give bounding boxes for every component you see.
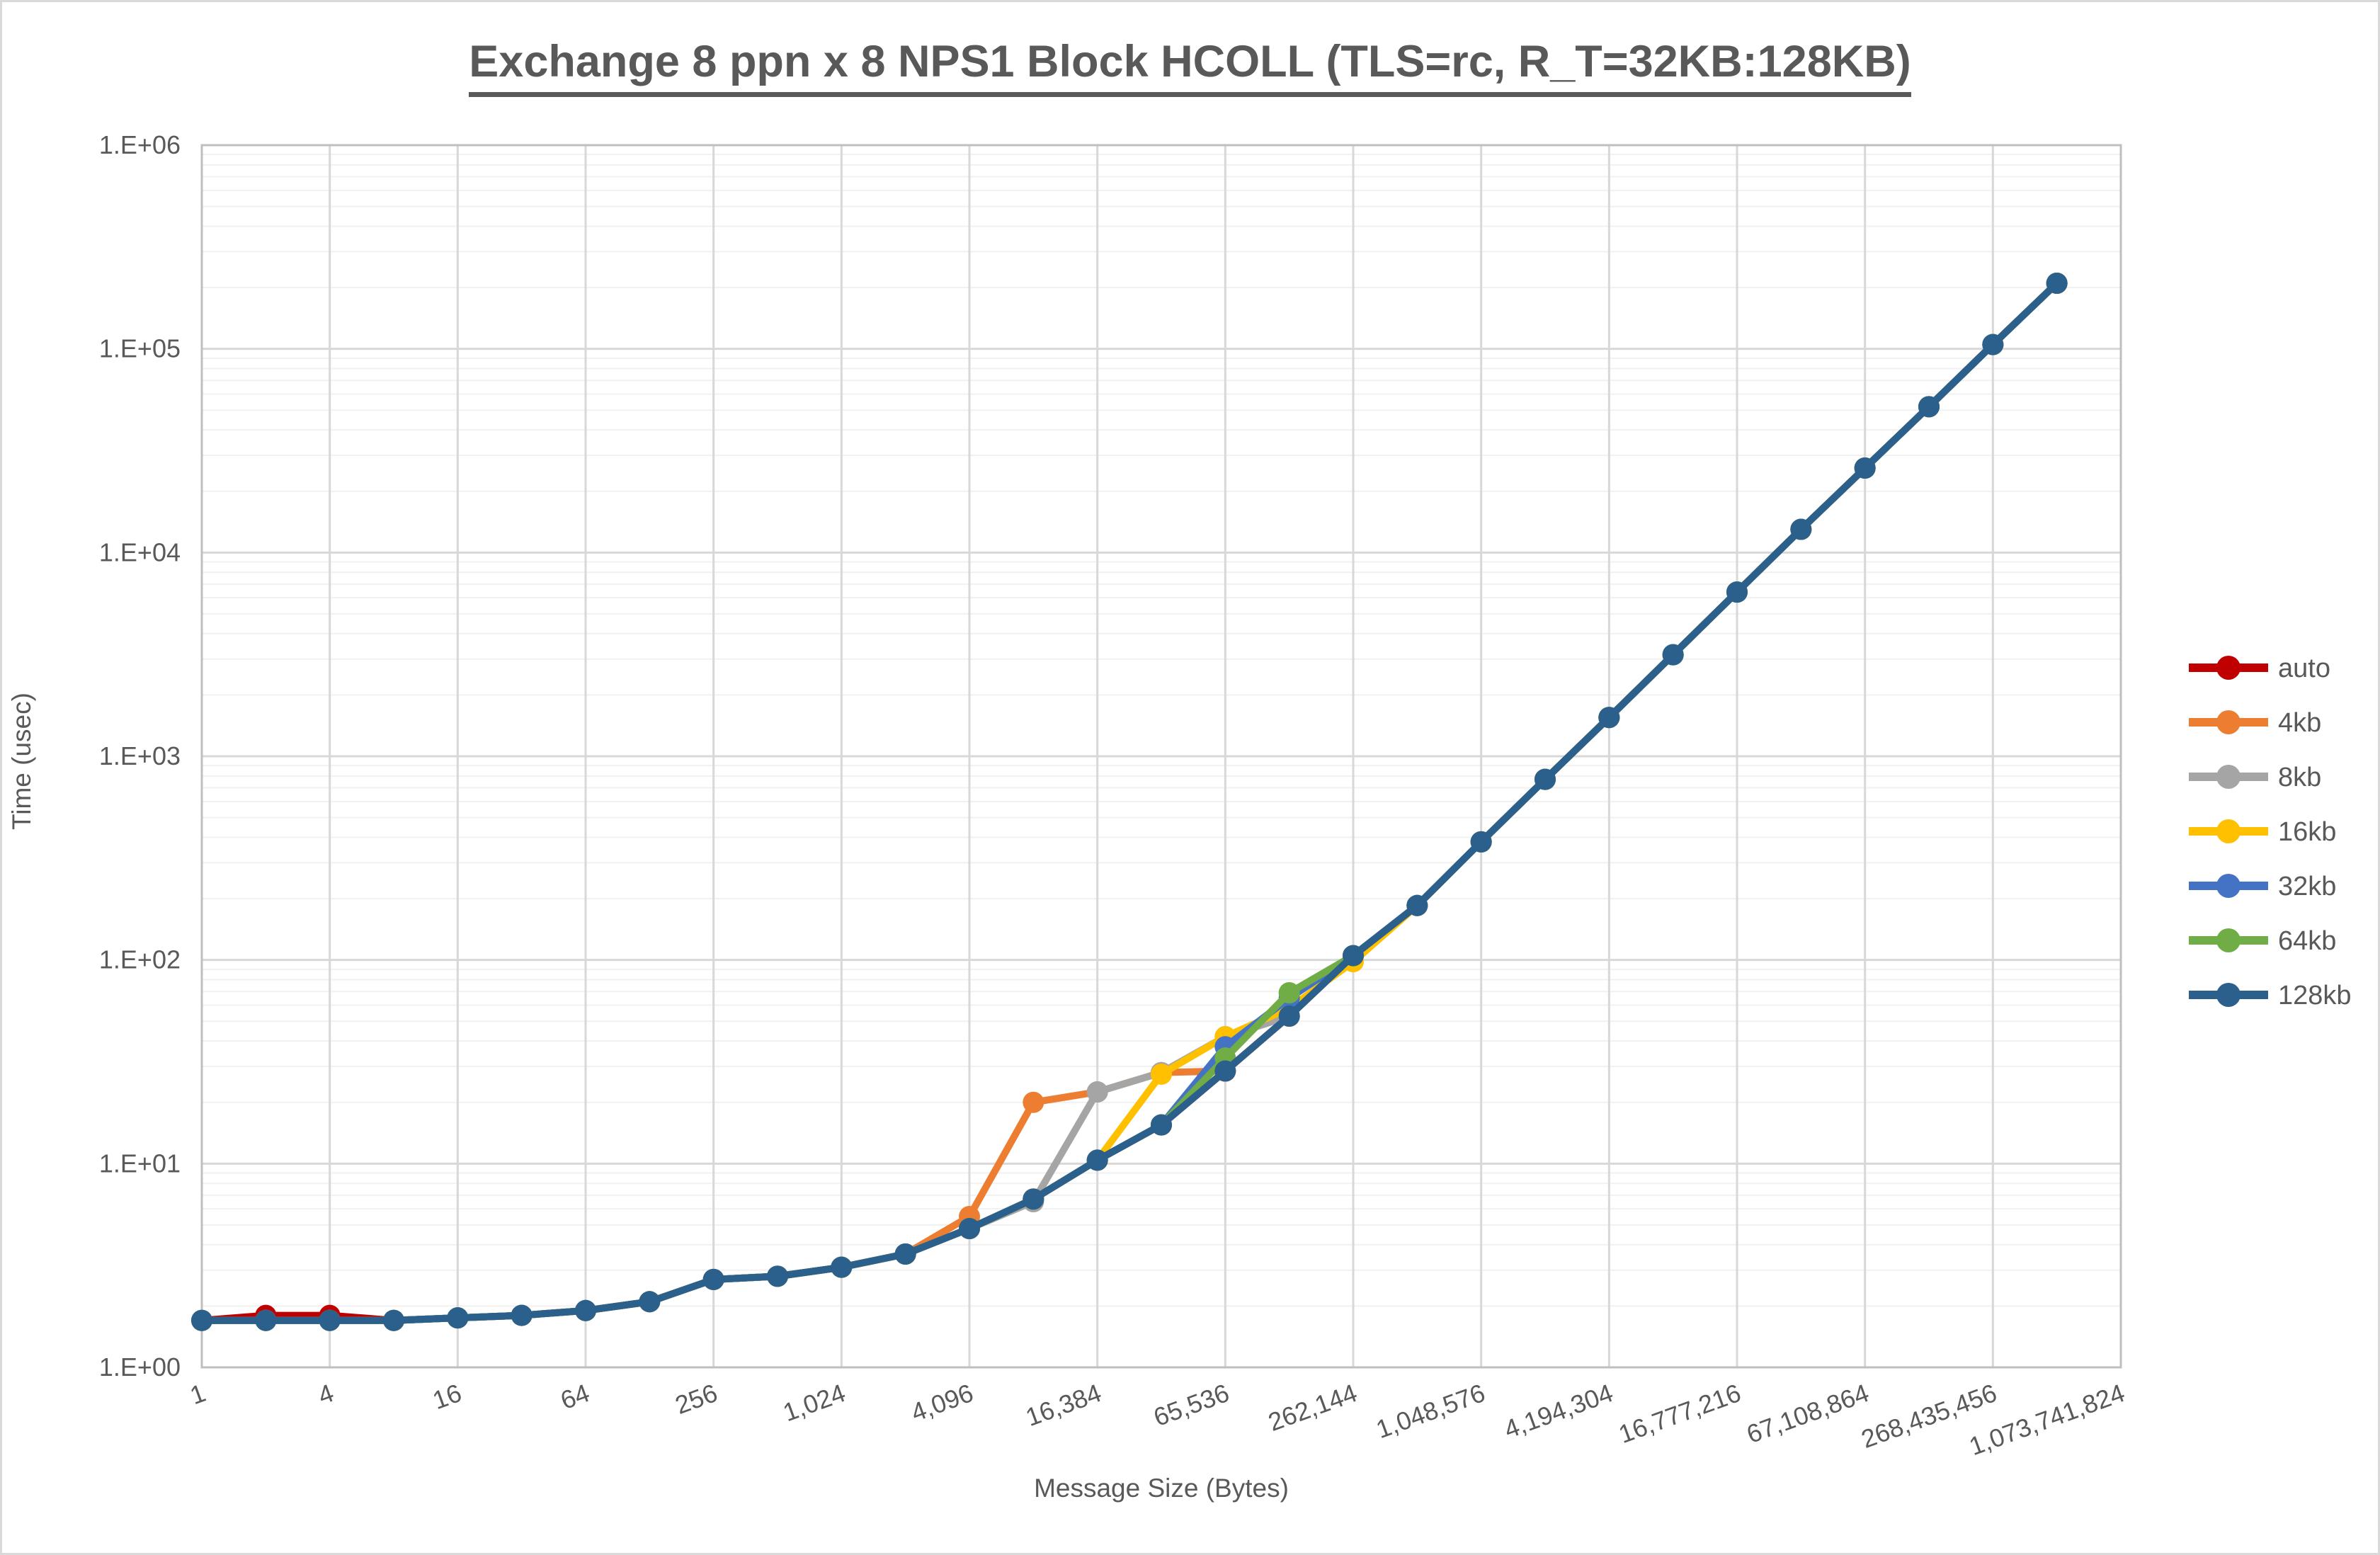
- legend-item-4kb: 4kb: [2189, 708, 2321, 738]
- series-marker-128kb: [1662, 644, 1684, 666]
- x-tick-label: 16,777,216: [1615, 1378, 1744, 1449]
- legend-item-16kb: 16kb: [2189, 817, 2336, 847]
- series-marker-128kb: [1214, 1060, 1236, 1082]
- x-tick-label: 16: [428, 1378, 465, 1415]
- legend-label: 128kb: [2278, 981, 2352, 1010]
- x-tick-label: 64: [557, 1378, 593, 1415]
- legend-item-auto: auto: [2189, 654, 2330, 683]
- series-marker-128kb: [575, 1299, 596, 1321]
- series-marker-16kb: [1151, 1063, 1172, 1085]
- legend-item-128kb: 128kb: [2189, 981, 2352, 1010]
- series-marker-128kb: [1406, 894, 1428, 916]
- x-tick-label: 4,194,304: [1501, 1378, 1617, 1444]
- series-marker-128kb: [1918, 396, 1940, 418]
- plot-border: [200, 144, 2122, 1369]
- series-marker-128kb: [959, 1218, 980, 1240]
- series-marker-128kb: [319, 1309, 341, 1331]
- series-marker-128kb: [1470, 831, 1492, 853]
- y-tick-label: 1.E+03: [99, 741, 181, 770]
- series-marker-128kb: [1023, 1188, 1044, 1210]
- legend-item-32kb: 32kb: [2189, 872, 2336, 901]
- legend-swatch-marker: [2216, 656, 2240, 680]
- legend-label: 8kb: [2278, 763, 2321, 792]
- legend-label: 16kb: [2278, 817, 2336, 847]
- series-marker-128kb: [1854, 457, 1876, 479]
- series-marker-128kb: [255, 1309, 277, 1331]
- series-line-128kb: [198, 279, 2061, 1324]
- legend-item-64kb: 64kb: [2189, 926, 2336, 956]
- series-marker-128kb: [1278, 1005, 1300, 1027]
- series-marker-128kb: [1151, 1114, 1172, 1136]
- legend-swatch-marker: [2216, 928, 2240, 952]
- series-marker-128kb: [1982, 334, 2004, 355]
- x-tick-label: 65,536: [1150, 1378, 1233, 1432]
- series-marker-128kb: [383, 1309, 404, 1331]
- legend-item-8kb: 8kb: [2189, 763, 2321, 792]
- y-tick-label: 1.E+04: [99, 537, 181, 566]
- y-tick-label: 1.E+00: [99, 1352, 181, 1382]
- series-marker-128kb: [1535, 768, 1556, 790]
- x-tick-label: 4: [314, 1378, 338, 1410]
- y-tick-label: 1.E+01: [99, 1149, 181, 1178]
- series-marker-128kb: [1598, 707, 1620, 729]
- series-marker-128kb: [511, 1304, 533, 1326]
- series-marker-128kb: [191, 1309, 212, 1331]
- legend-swatch-marker: [2216, 819, 2240, 843]
- series-marker-128kb: [894, 1243, 916, 1265]
- legend-label: 32kb: [2278, 872, 2336, 901]
- chart-title: Exchange 8 ppn x 8 NPS1 Block HCOLL (TLS…: [2, 36, 2378, 97]
- series-marker-128kb: [2046, 272, 2068, 294]
- x-tick-label: 262,144: [1264, 1378, 1360, 1437]
- series-marker-128kb: [767, 1265, 788, 1287]
- legend-label: auto: [2278, 654, 2330, 683]
- series-marker-8kb: [1086, 1081, 1108, 1103]
- y-tick-label: 1.E+02: [99, 945, 181, 974]
- series-marker-128kb: [1790, 518, 1812, 540]
- x-tick-label: 1,024: [779, 1378, 849, 1427]
- series-marker-64kb: [1278, 982, 1300, 1004]
- x-tick-label: 16,384: [1022, 1378, 1105, 1432]
- series-marker-4kb: [1023, 1091, 1044, 1113]
- series-marker-128kb: [639, 1291, 661, 1313]
- x-tick-label: 1,048,576: [1372, 1378, 1489, 1444]
- x-axis-title: Message Size (Bytes): [1034, 1474, 1289, 1503]
- legend-swatch-marker: [2216, 710, 2240, 734]
- legend-swatch-marker: [2216, 983, 2240, 1007]
- legend-label: 4kb: [2278, 708, 2321, 738]
- legend-label: 64kb: [2278, 926, 2336, 956]
- series-marker-128kb: [447, 1307, 469, 1329]
- legend-swatch-marker: [2216, 765, 2240, 789]
- x-tick-label: 1: [186, 1378, 210, 1410]
- series-marker-128kb: [1086, 1149, 1108, 1171]
- series-marker-128kb: [702, 1268, 724, 1290]
- series-marker-128kb: [1343, 945, 1364, 967]
- series-marker-128kb: [1726, 581, 1748, 603]
- series-marker-128kb: [831, 1256, 853, 1278]
- legend-swatch-marker: [2216, 874, 2240, 898]
- x-tick-label: 256: [671, 1378, 721, 1420]
- y-tick-label: 1.E+05: [99, 334, 181, 363]
- x-tick-label: 67,108,864: [1743, 1378, 1872, 1449]
- y-tick-label: 1.E+06: [99, 130, 181, 159]
- x-tick-label: 4,096: [907, 1378, 977, 1427]
- chart-title-text: Exchange 8 ppn x 8 NPS1 Block HCOLL (TLS…: [469, 37, 1911, 97]
